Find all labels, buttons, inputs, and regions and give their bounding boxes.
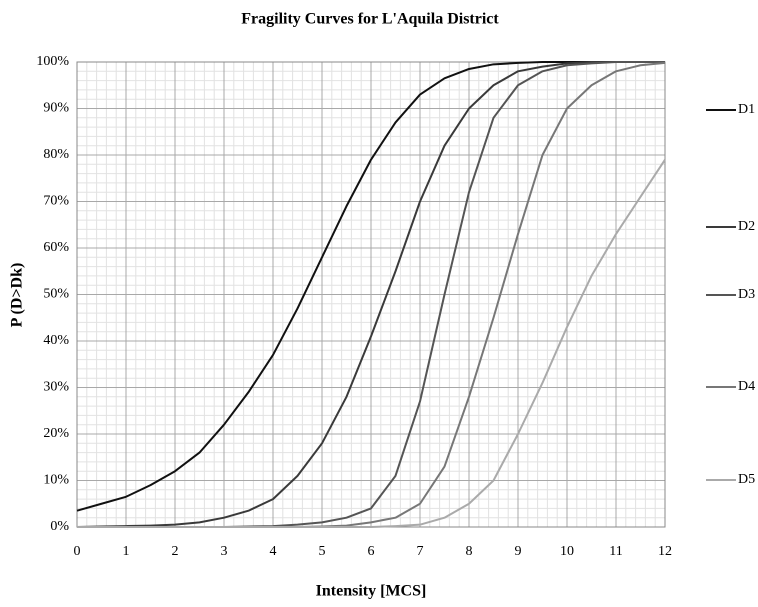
- x-tick-label: 8: [466, 544, 473, 559]
- y-tick-label: 80%: [43, 147, 69, 162]
- legend-label: D3: [738, 287, 755, 302]
- y-tick-label: 60%: [43, 240, 69, 255]
- legend-label: D2: [738, 219, 755, 234]
- legend-label: D5: [738, 472, 755, 487]
- x-tick-label: 2: [172, 544, 179, 559]
- x-tick-label: 4: [270, 544, 277, 559]
- y-axis-title: P (D>Dk): [9, 263, 26, 328]
- x-axis-title: Intensity [MCS]: [316, 583, 427, 600]
- x-tick-label: 5: [319, 544, 326, 559]
- x-tick-label: 9: [515, 544, 522, 559]
- x-tick-label: 1: [123, 544, 130, 559]
- y-tick-label: 100%: [36, 54, 69, 69]
- curve: [76, 61, 665, 528]
- x-tick-label: 3: [221, 544, 228, 559]
- chart-title: Fragility Curves for L'Aquila District: [241, 11, 499, 28]
- curve: [77, 159, 666, 528]
- x-tick-label: 10: [560, 544, 574, 559]
- x-tick-label: 7: [417, 544, 424, 559]
- y-tick-label: 70%: [43, 194, 69, 209]
- curve: [76, 61, 665, 512]
- y-tick-label: 50%: [43, 287, 69, 302]
- legend-label: D1: [738, 102, 755, 117]
- x-tick-label: 6: [368, 544, 375, 559]
- x-tick-label: 11: [609, 544, 622, 559]
- x-tick-label: 0: [74, 544, 81, 559]
- y-tick-label: 90%: [43, 101, 69, 116]
- y-tick-label: 40%: [43, 333, 69, 348]
- y-tick-label: 20%: [43, 426, 69, 441]
- legend-label: D4: [738, 379, 755, 394]
- x-tick-label: 12: [658, 544, 672, 559]
- y-tick-label: 10%: [43, 473, 69, 488]
- y-tick-label: 0%: [50, 519, 69, 534]
- y-tick-label: 30%: [43, 380, 69, 395]
